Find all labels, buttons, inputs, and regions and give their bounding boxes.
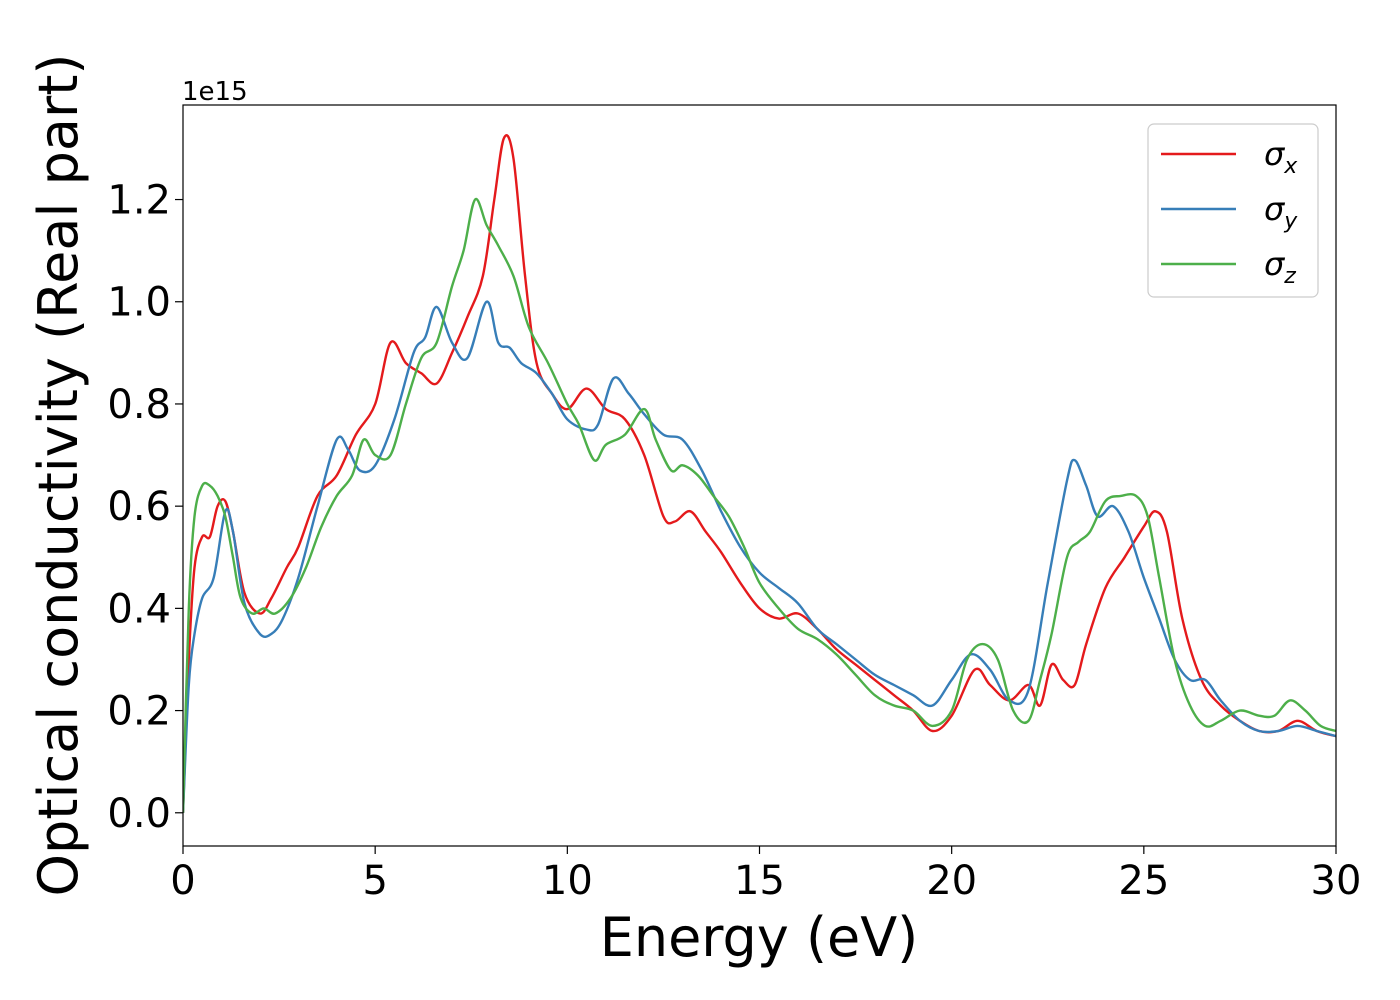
x-tick-label: 10	[542, 858, 593, 904]
legend-label-base: σ	[1264, 245, 1286, 283]
y-tick-label: 0.6	[107, 484, 171, 530]
y-tick-label: 0.2	[107, 689, 171, 735]
legend-label-base: σ	[1264, 190, 1286, 228]
series-line-x	[183, 134, 1336, 813]
y-axis-title: Optical conductivity (Real part)	[27, 54, 90, 897]
legend-label-subscript: x	[1283, 154, 1298, 179]
y-tick-label: 0.8	[107, 382, 171, 428]
y-axis: 0.0 0.2 0.4 0.6 0.8 1.0 1.2	[107, 178, 183, 837]
x-tick-label: 5	[362, 858, 387, 904]
y-tick-label: 0.0	[107, 791, 171, 837]
y-offset-label: 1e15	[182, 77, 248, 107]
y-tick-label: 1.2	[107, 178, 171, 224]
series-line-z	[183, 197, 1336, 813]
legend-label-subscript: z	[1283, 264, 1296, 289]
y-tick-label: 1.0	[107, 280, 171, 326]
legend-label-subscript: y	[1283, 209, 1298, 234]
x-axis-title: Energy (eV)	[600, 906, 919, 969]
legend-label-z: σz	[1264, 245, 1296, 289]
x-axis: 0 5 10 15 20 25 30	[170, 846, 1361, 904]
x-tick-label: 20	[926, 858, 977, 904]
x-tick-label: 0	[170, 858, 195, 904]
x-tick-label: 30	[1311, 858, 1362, 904]
legend-label-base: σ	[1264, 135, 1286, 173]
y-tick-label: 0.4	[107, 586, 171, 632]
legend-label-x: σx	[1264, 135, 1298, 179]
legend-box	[1147, 123, 1319, 298]
legend-label-y: σy	[1264, 190, 1298, 234]
series-line-y	[183, 300, 1336, 813]
x-tick-label: 15	[734, 858, 785, 904]
x-tick-label: 25	[1118, 858, 1169, 904]
series-layer	[183, 134, 1336, 813]
